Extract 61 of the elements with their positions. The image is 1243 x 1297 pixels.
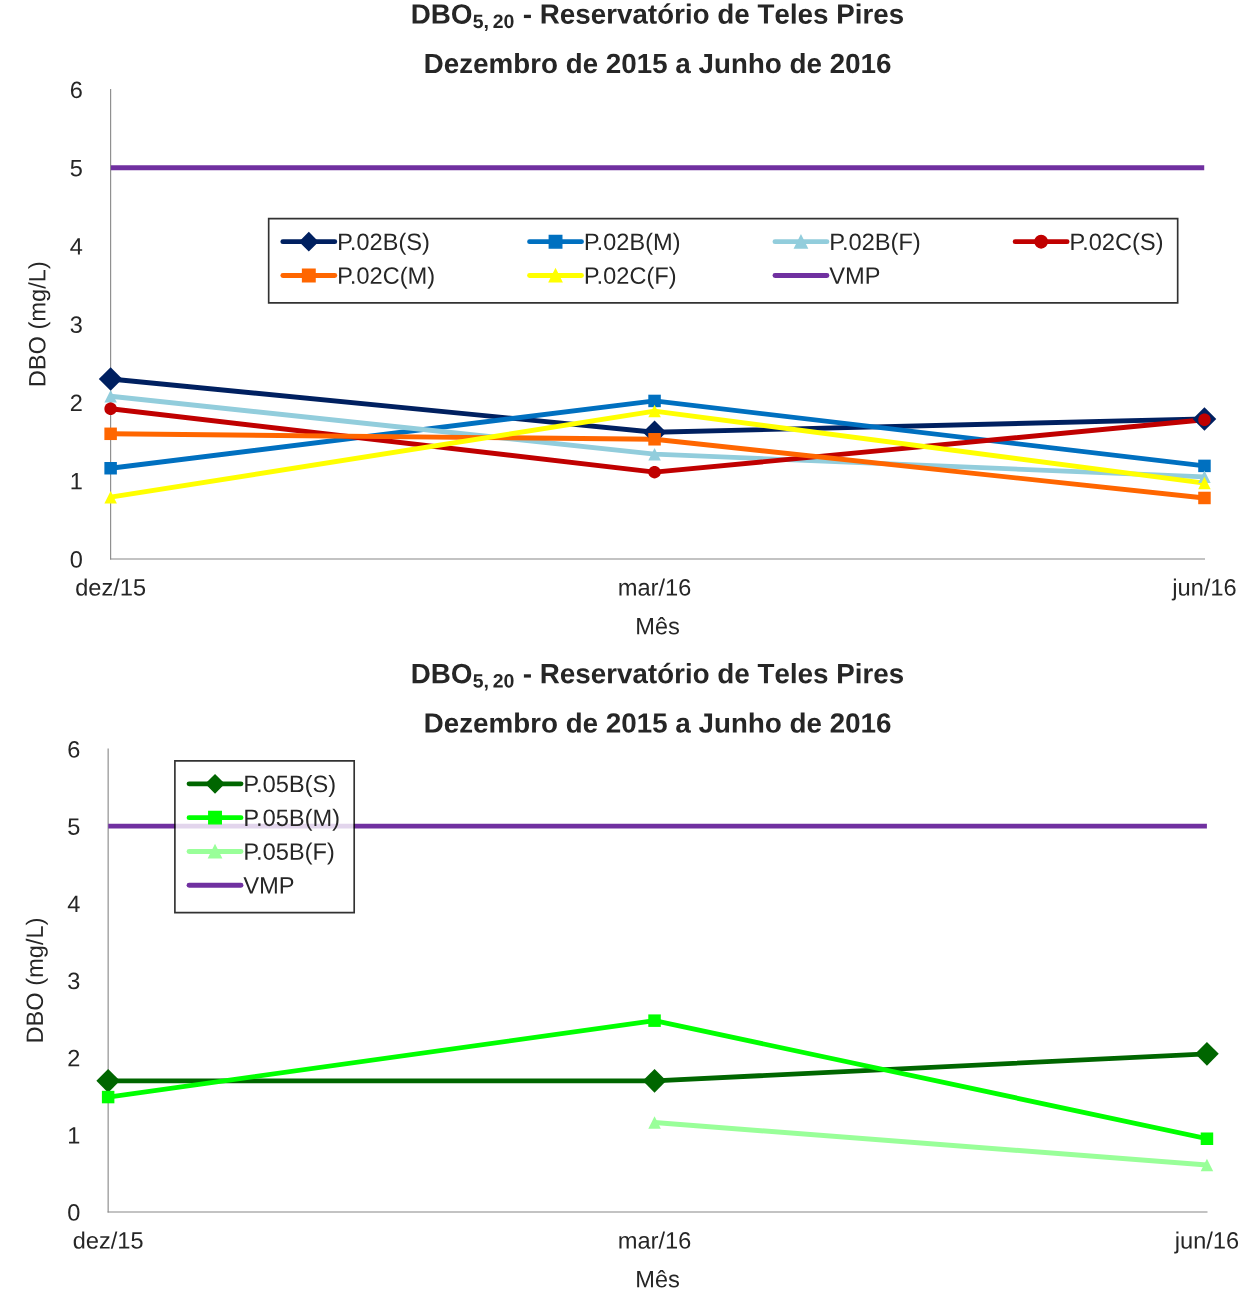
y-tick-label: 3 bbox=[68, 972, 80, 990]
y-tick-label: 4 bbox=[67, 895, 80, 912]
legend-label: P.05B(S) bbox=[245, 774, 335, 797]
point bbox=[104, 427, 117, 441]
legend-label: P.05B(F) bbox=[245, 842, 334, 865]
point bbox=[1200, 1158, 1214, 1172]
point bbox=[101, 1090, 115, 1104]
point bbox=[648, 394, 661, 408]
y-tick-label: 2 bbox=[70, 394, 82, 412]
y-tick-label: 2 bbox=[68, 1049, 80, 1067]
x-tick-label: dez/15 bbox=[73, 1231, 143, 1249]
point bbox=[642, 1069, 667, 1093]
y-tick-label: 4 bbox=[70, 238, 83, 255]
point bbox=[98, 367, 123, 391]
point bbox=[104, 402, 117, 416]
y-axis-title: DBO (mg/L) bbox=[28, 262, 51, 386]
legend-label: VMP bbox=[243, 877, 294, 894]
legend-label: P.02B(F) bbox=[831, 232, 920, 255]
point bbox=[648, 433, 661, 446]
point bbox=[1200, 1132, 1214, 1145]
point bbox=[648, 447, 661, 461]
point bbox=[104, 389, 117, 403]
point bbox=[104, 461, 117, 475]
x-tick-label: jun/16 bbox=[1171, 578, 1236, 601]
legend-label: P.02B(S) bbox=[339, 232, 429, 255]
y-tick-label: 3 bbox=[70, 316, 82, 334]
point bbox=[1198, 476, 1211, 490]
y-tick-label: 0 bbox=[68, 1204, 80, 1221]
chart-title: DBO$_{5,20}$ - Reservatório de Teles Pires bbox=[412, 3, 904, 32]
chart-subtitle: Dezembro de 2015 a Junho de 2016 bbox=[425, 712, 891, 733]
point bbox=[648, 404, 661, 418]
legend-label: VMP bbox=[829, 267, 880, 284]
y-tick-label: 6 bbox=[70, 81, 82, 99]
point bbox=[104, 490, 117, 504]
x-tick-label: mar/16 bbox=[619, 578, 691, 596]
legend-label: P.02C(F) bbox=[585, 266, 676, 289]
x-tick-label: mar/16 bbox=[619, 1231, 691, 1249]
x-tick-label: jun/16 bbox=[1174, 1231, 1239, 1254]
point bbox=[648, 1116, 661, 1129]
point bbox=[1198, 459, 1211, 473]
point bbox=[1195, 1042, 1219, 1066]
point bbox=[648, 465, 661, 479]
y-axis-title: DBO (mg/L) bbox=[25, 919, 48, 1042]
legend-label: P.02C(M) bbox=[339, 266, 434, 289]
x-tick-label: dez/15 bbox=[76, 578, 146, 596]
legend-label: P.02C(S) bbox=[1071, 232, 1163, 255]
point bbox=[1198, 491, 1211, 505]
chart-title: DBO$_{5,20}$ - Reservatório de Teles Pires bbox=[412, 662, 904, 691]
legend-label: P.02B(M) bbox=[585, 232, 680, 255]
y-tick-label: 1 bbox=[71, 473, 82, 490]
chart-subtitle: Dezembro de 2015 a Junho de 2016 bbox=[425, 52, 891, 74]
legend-label: P.05B(M) bbox=[245, 808, 339, 831]
y-tick-label: 6 bbox=[68, 741, 80, 758]
point bbox=[648, 1014, 661, 1027]
point bbox=[96, 1069, 120, 1093]
y-tick-label: 0 bbox=[70, 551, 82, 568]
y-tick-label: 5 bbox=[70, 160, 82, 177]
y-tick-label: 1 bbox=[69, 1127, 80, 1144]
y-tick-label: 5 bbox=[68, 818, 80, 835]
x-axis-title: Mês bbox=[637, 1270, 679, 1288]
x-axis-title: Mês bbox=[637, 617, 679, 635]
